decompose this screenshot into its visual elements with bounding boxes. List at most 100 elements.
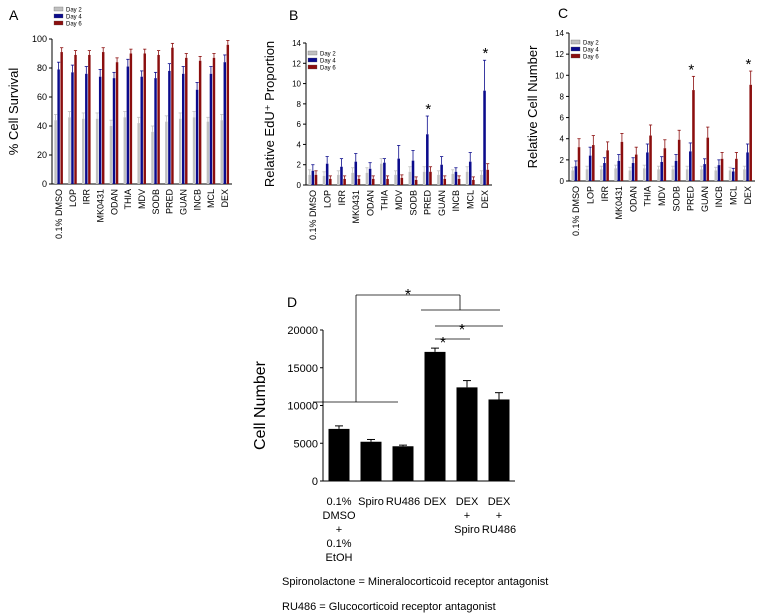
y-tick-label: 12 [555, 50, 564, 59]
bar-day-2-0-1-dmso [308, 174, 311, 185]
bar-day-6-0-1-dmso [314, 174, 318, 185]
bar-day-6-guan [443, 178, 447, 185]
bar-day-4-thia [126, 66, 130, 184]
bar-day-6-mcl [212, 57, 216, 184]
x-tick-label: THIA [643, 186, 653, 207]
bar-day-4-odan [368, 168, 372, 185]
bar-dex [424, 351, 446, 481]
x-tick-label-dex-ru486: DEX [488, 496, 511, 508]
bar-day-4-mcl [209, 73, 213, 184]
bar-day-4-pred [168, 70, 171, 184]
bar-day-4-dex [746, 152, 749, 181]
x-tick-label: MK0431 [95, 189, 105, 223]
bar-day-4-mdv [140, 76, 143, 184]
y-tick-label: 4 [560, 135, 565, 144]
bar-day-4-odan [112, 78, 116, 184]
x-tick-label-dex-ru486: RU486 [482, 524, 516, 536]
bar-day-2-dex [480, 174, 483, 185]
bar-day-2-sodb [408, 171, 412, 185]
x-tick-label-0-1-dmso-0-1-etoh: + [336, 524, 342, 536]
bar-day-6-mcl [735, 158, 738, 181]
bar-day-2-mdv [657, 169, 660, 181]
y-tick-label: 2 [297, 161, 302, 170]
x-tick-label-dex-spiro: DEX [456, 496, 479, 508]
x-tick-label: SODB [671, 186, 681, 212]
x-tick-label: THIA [123, 189, 133, 210]
bar-day-2-irr [337, 174, 340, 185]
bar-day-2-incb [192, 117, 196, 184]
bar-day-4-guan [182, 73, 185, 184]
bar-day-4-thia [646, 152, 649, 181]
y-tick-label: 5000 [294, 438, 318, 450]
bar-day-6-dex [749, 84, 752, 181]
bar-day-4-guan [440, 164, 443, 185]
x-tick-label: 0.1% DMSO [571, 186, 581, 236]
bar-day-2-mk0431 [95, 118, 99, 184]
y-tick-label: 10 [555, 71, 564, 80]
bar-day-2-thia [642, 168, 646, 181]
y-tick-label: 0 [560, 177, 565, 186]
bar-day-4-lop [71, 72, 74, 184]
x-tick-label: DEX [743, 186, 753, 205]
x-tick-label: DEX [220, 189, 230, 208]
legend-label-day-6: Day 6 [320, 66, 336, 72]
x-tick-label: GUAN [437, 190, 447, 216]
y-tick-label: 12 [292, 59, 301, 68]
bar-ru486 [392, 446, 414, 481]
bar-day-2-pred [422, 171, 426, 185]
panel-c-chart: C 0 2 4 6 8 10 12 14 Relative Cell Number 0.1% DMS… [525, 5, 755, 236]
legend-label-day-4: Day 4 [583, 48, 599, 54]
y-axis-label: % Cell Survival [6, 68, 21, 156]
x-tick-label: ODAN [628, 186, 638, 212]
legend-swatch-day-2 [570, 39, 581, 45]
bar-day-6-dex [226, 44, 230, 184]
bar-day-2-mk0431 [614, 168, 617, 181]
significance-star: * [405, 287, 411, 304]
x-tick-label: INCB [192, 189, 202, 211]
legend-label-day-2: Day 2 [320, 52, 336, 58]
legend-label-day-2: Day 2 [66, 8, 82, 14]
legend-swatch-day-6 [53, 20, 64, 26]
bar-day-2-pred [685, 169, 689, 181]
bar-day-6-mk0431 [620, 141, 624, 181]
y-tick-label: 60 [37, 92, 47, 102]
bar-day-4-irr [340, 166, 343, 185]
bar-day-2-incb [451, 173, 455, 185]
bar-day-4-mk0431 [98, 76, 102, 184]
bar-day-2-mk0431 [351, 172, 354, 185]
bar-day-4-sodb [674, 160, 678, 181]
bar-day-2-guan [437, 174, 440, 185]
x-tick-label: MK0431 [351, 190, 361, 224]
x-tick-label-dex: DEX [424, 496, 447, 508]
x-tick-label: MDV [657, 186, 667, 206]
x-tick-label: LOP [68, 189, 78, 207]
y-tick-label: 10 [292, 80, 301, 89]
bar-day-6-pred [429, 171, 432, 185]
x-tick-label-0-1-dmso-0-1-etoh: EtOH [326, 552, 353, 564]
bar-day-2-mdv [394, 174, 397, 185]
bar-day-4-thia [383, 162, 386, 185]
x-tick-label: MDV [394, 190, 404, 210]
panel-a-chart: A 0 20 40 60 80 100 % Cell Survival 0.1% DMSO LOP… [6, 6, 232, 239]
bar-day-4-incb [454, 171, 458, 185]
bar-day-4-incb [717, 165, 721, 181]
legend-swatch-day-2 [53, 6, 64, 12]
legend-label-day-6: Day 6 [66, 22, 82, 28]
legend-label-day-4: Day 4 [320, 59, 336, 65]
bar-day-2-0-1-dmso [571, 170, 574, 181]
bar-day-2-lop [322, 175, 326, 185]
bar-day-6-incb [457, 178, 461, 185]
x-tick-label: 0.1% DMSO [308, 190, 318, 240]
bar-day-2-irr [82, 118, 85, 184]
bar-day-6-mdv [400, 177, 404, 185]
bar-day-2-dex [743, 169, 746, 181]
bar-day-4-lop [588, 155, 592, 181]
bar-day-6-lop [74, 54, 77, 185]
legend-label-day-4: Day 4 [66, 15, 82, 21]
x-tick-label-dex-spiro: + [464, 510, 470, 522]
bar-day-2-sodb [671, 169, 675, 181]
panel-d-chart: D 0 5000 10000 15000 20000 Cell Number 0.1% DMSO… [252, 287, 516, 564]
y-tick-label: 8 [560, 92, 565, 101]
legend-swatch-day-2 [307, 50, 318, 56]
bar-dex-ru486 [488, 399, 510, 481]
